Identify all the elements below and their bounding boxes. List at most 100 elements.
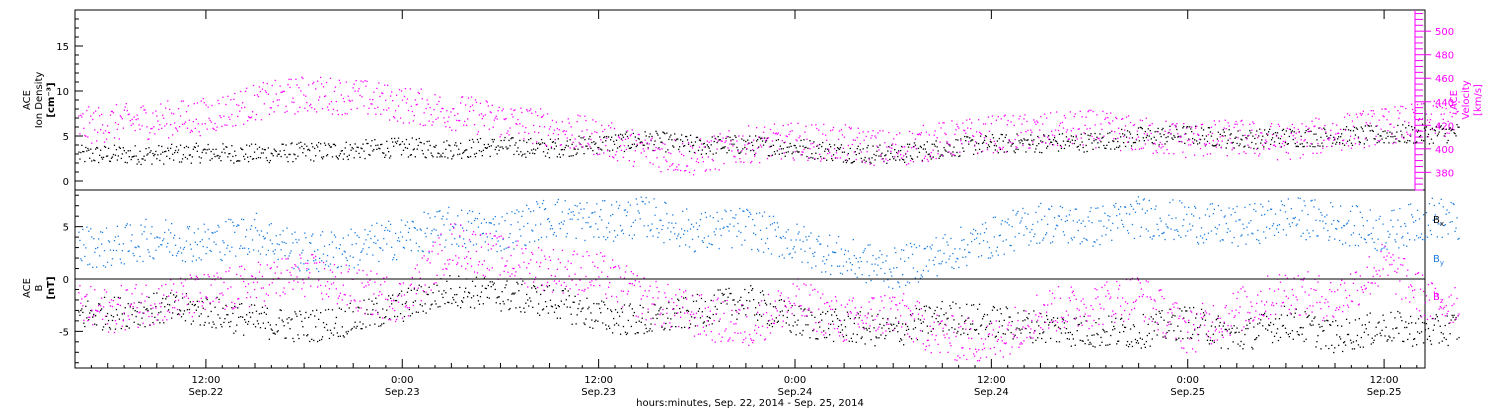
density-series-point [1152, 143, 1154, 145]
velocity-series-point [411, 110, 413, 113]
velocity-series-point [1349, 135, 1352, 137]
bx-series-point [563, 303, 565, 305]
bx-series-point [196, 300, 198, 302]
by-series-point [187, 228, 190, 230]
bx-series-point [188, 308, 191, 311]
velocity-series-point [114, 122, 117, 124]
velocity-series-point [587, 142, 589, 144]
velocity-series-point [815, 124, 817, 126]
velocity-series-point [571, 134, 573, 136]
by-series-point [212, 232, 214, 234]
velocity-series-point [191, 130, 193, 133]
bx-series-point [580, 310, 582, 313]
density-series-point [693, 151, 696, 154]
density-series-point [1108, 141, 1110, 143]
by-series-point [566, 232, 568, 235]
density-series-point [1261, 139, 1263, 141]
velocity-series-point [1003, 115, 1005, 117]
velocity-series-point [1425, 113, 1428, 115]
velocity-series-point [1099, 139, 1101, 141]
velocity-series-point [885, 158, 887, 160]
density-series-point [934, 145, 936, 147]
density-series-point [1345, 126, 1348, 128]
bx-series-point [1017, 312, 1019, 314]
density-series-point [973, 153, 975, 155]
bx-series-point [1261, 313, 1263, 316]
density-series-point [497, 145, 499, 147]
velocity-series-point [414, 99, 416, 101]
by-series-point [508, 236, 510, 239]
by-series-point [411, 220, 413, 222]
bx-series-point [1058, 341, 1061, 343]
bx-series-point [345, 331, 347, 333]
by-series-point [405, 239, 408, 241]
by-series-point [435, 229, 437, 231]
velocity-series-point [528, 132, 530, 135]
velocity-series-point [233, 98, 235, 100]
by-series-point [250, 225, 253, 227]
bx-series-point [85, 305, 87, 307]
density-series-point [343, 153, 345, 155]
bx-series-point [146, 308, 148, 310]
bx-series-point [1032, 342, 1034, 344]
velocity-series-point [529, 110, 531, 112]
bx-series-point [1041, 337, 1043, 340]
bx-series-point [996, 309, 998, 311]
velocity-series-point [811, 124, 813, 126]
bx-series-point [197, 306, 199, 308]
density-series-point [914, 144, 917, 146]
bx-series-point [643, 332, 645, 335]
bx-series-point [1063, 322, 1066, 324]
by-series-point [337, 266, 339, 268]
bx-series-point [810, 311, 812, 313]
velocity-series-point [1373, 113, 1375, 115]
bx-series-point [150, 308, 152, 310]
velocity-series-point [1446, 132, 1448, 134]
velocity-series-point [254, 119, 257, 121]
velocity-series-point [980, 133, 983, 135]
density-series-point [213, 153, 215, 155]
density-series-point [319, 150, 321, 152]
velocity-series-point [1055, 111, 1058, 113]
bx-series-point [512, 292, 514, 294]
velocity-series-point [1088, 109, 1090, 112]
by-series-point [603, 236, 605, 238]
density-series-point [1002, 140, 1004, 142]
density-series-point [274, 149, 276, 152]
bx-series-point [1245, 328, 1247, 330]
bx-series-point [87, 300, 89, 302]
velocity-series-point [690, 157, 693, 159]
velocity-series-point [904, 146, 906, 148]
bx-series-point [1277, 339, 1280, 342]
bx-series-point [941, 300, 943, 303]
bx-series-point [1040, 313, 1042, 315]
velocity-series-point [619, 145, 622, 147]
by-series-point [394, 232, 397, 235]
velocity-series-point [1124, 125, 1127, 127]
velocity-series-point [168, 137, 170, 139]
bx-series-point [181, 297, 184, 299]
velocity-series-point [1212, 139, 1214, 142]
by-series-point [156, 236, 158, 238]
bx-series-point [200, 313, 202, 315]
velocity-series-point [324, 95, 327, 97]
velocity-series-point [1157, 131, 1159, 133]
bx-series-point [180, 316, 183, 318]
velocity-series-point [685, 169, 687, 172]
velocity-series-point [515, 122, 517, 125]
top-right-tick-label: 420 [1435, 121, 1454, 132]
density-series-point [1068, 145, 1070, 147]
density-series-point [331, 156, 334, 158]
velocity-series-point [1049, 143, 1051, 145]
velocity-series-point [892, 143, 894, 145]
density-series-point [505, 146, 507, 148]
velocity-series-point [118, 138, 120, 140]
by-series-point [647, 225, 649, 227]
density-series-point [886, 162, 888, 164]
density-series-point [889, 158, 891, 161]
velocity-series-point [337, 113, 339, 116]
density-series-point [241, 148, 243, 150]
by-series-point [119, 258, 121, 260]
velocity-series-point [1085, 116, 1087, 118]
bx-series-point [280, 309, 282, 312]
